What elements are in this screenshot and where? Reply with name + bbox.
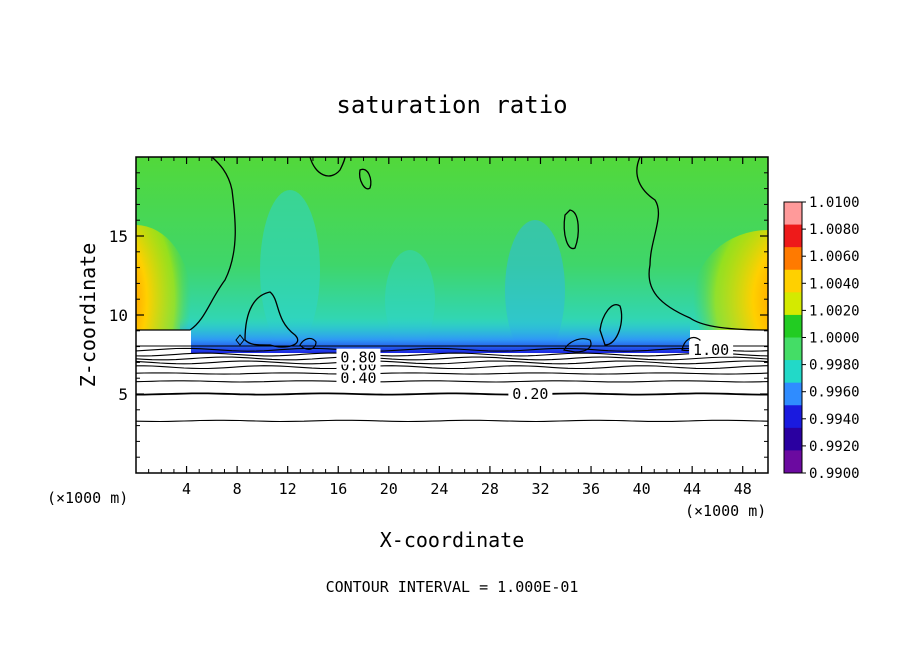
x-tick-label: 24 [430,480,448,498]
contour-line [136,356,768,361]
x-tick-label: 16 [329,480,347,498]
x-tick-label: 12 [279,480,297,498]
y-axis-ticks: 5 10 15 [109,172,768,458]
contour-line [136,392,768,396]
contour-label-bg [508,385,553,401]
colorbar-label: 0.9940 [809,412,860,428]
colorbar: 1.0100 1.0080 1.0060 1.0040 1.0020 1.0000 0.99… [783,195,860,482]
colorbar-label: 1.0040 [809,276,860,292]
colorbar-swatch [784,337,802,361]
colorbar-swatch [784,450,802,474]
x-axis-ticks: 4 8 12 16 20 24 28 32 36 40 44 48 [148,157,756,498]
contour-label: 0.80 [340,349,376,367]
colorbar-swatch [784,405,802,429]
contour-line [136,365,768,370]
x-tick-label: 8 [233,480,242,498]
x-unit-label-left: (×1000 m) [47,489,128,507]
x-tick-label: 4 [182,480,191,498]
contour-label-bg [336,348,381,365]
left-clear-region [136,330,191,353]
cyan-plume [260,190,320,350]
contour-line-1.00 [136,157,236,331]
contour-line [136,347,768,352]
x-tick-label: 20 [380,480,398,498]
contour-lines [136,347,768,423]
contour-line [136,352,768,357]
contour-line-0.80 [563,338,592,353]
contour-line-1.00 [563,209,579,250]
colorbar-label: 1.0000 [809,331,860,347]
y-axis-label: Z-coordinate [76,243,100,388]
contour-interval-footer: CONTOUR INTERVAL = 1.000E-01 [326,578,579,596]
colorbar-swatch [784,382,802,406]
contour-line-1.00 [636,157,768,331]
contour-line [136,372,768,375]
colorbar-label: 0.9900 [809,466,860,482]
contour-labels: 0.200.400.600.80 1.00 [336,340,734,403]
contour-line [136,380,768,383]
colorbar-swatch [784,427,802,451]
x-tick-label: 36 [582,480,600,498]
contour-label: 0.40 [340,369,376,387]
colorbar-swatch [784,314,802,338]
contour-label-bg [689,340,734,357]
colorbar-swatch [784,292,802,316]
x-unit-label-right: (×1000 m) [685,502,766,520]
colorbar-swatch [784,360,802,384]
contour-line [136,360,768,365]
colorbar-swatch [784,224,802,248]
x-tick-label: 28 [481,480,499,498]
y-tick-label: 10 [109,306,128,325]
contour-line-1.00 [359,168,372,190]
contour-label: 1.00 [693,341,729,359]
chart-title: saturation ratio [336,91,567,119]
colorbar-label: 1.0080 [809,222,860,238]
contour-line-small [235,334,245,346]
colorbar-label: 0.9960 [809,385,860,401]
x-tick-label: 40 [633,480,651,498]
y-tick-label: 15 [109,227,128,246]
colorbar-swatch [784,269,802,293]
colorbar-swatch [784,247,802,271]
contour-line [136,419,768,423]
colorbar-label: 1.0060 [809,249,860,265]
heatmap-field: 0.200.400.600.80 1.00 [136,157,768,473]
contour-line-1.00 [309,157,346,177]
x-tick-label: 48 [734,480,752,498]
colorbar-swatch [784,202,802,226]
x-axis-label: X-coordinate [380,528,525,552]
contour-line-1.00 [244,291,299,348]
y-tick-label: 5 [118,385,128,404]
colorbar-label: 0.9980 [809,358,860,374]
colorbar-label: 1.0020 [809,303,860,319]
colorbar-label: 1.0100 [809,195,860,211]
x-tick-label: 44 [683,480,701,498]
contour-line-1.00 [599,304,623,346]
subsaturated-region [136,353,768,473]
x-tick-label: 32 [531,480,549,498]
contour-label-bg [336,369,381,386]
contour-label: 0.20 [512,385,548,403]
colorbar-label: 0.9920 [809,439,860,455]
